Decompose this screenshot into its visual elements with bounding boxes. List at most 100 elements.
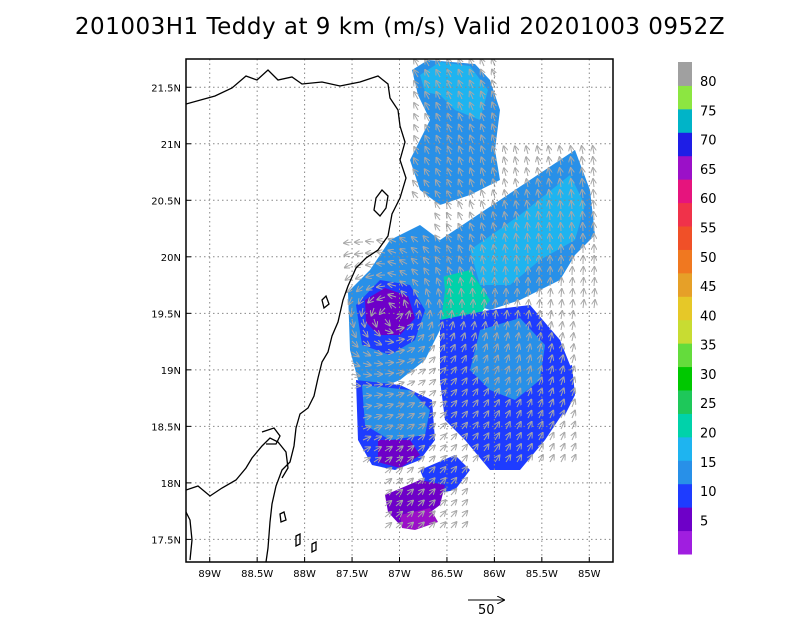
wind-vector (482, 168, 484, 177)
wind-vector (424, 247, 430, 254)
wind-vector (440, 311, 441, 320)
wind-vector (374, 318, 376, 327)
wind-vector (572, 411, 575, 419)
wind-vector (435, 246, 440, 254)
wind-vector (425, 279, 429, 287)
wind-vector (373, 352, 382, 354)
wind-vector (528, 378, 531, 386)
wind-vector (447, 92, 451, 100)
wind-vector (481, 70, 484, 78)
lon-tick-label: 88.5W (241, 569, 273, 580)
wind-vector (495, 311, 496, 320)
wind-vector (495, 411, 499, 419)
wind-vector (373, 341, 381, 345)
wind-vector (537, 146, 539, 155)
wind-vector (351, 307, 352, 316)
wind-vector (516, 234, 517, 243)
wind-vector (515, 190, 517, 199)
wind-vector (428, 511, 435, 518)
wind-vector (571, 157, 572, 166)
colorbar-segment (678, 483, 692, 508)
wind-vector (373, 416, 382, 418)
wind-vector (572, 311, 573, 320)
wind-vector (439, 368, 445, 375)
wind-vector (395, 339, 404, 341)
wind-vector (482, 245, 484, 254)
wind-vector (539, 411, 542, 419)
wind-vector (417, 500, 424, 507)
wind-vector (406, 435, 414, 440)
wind-vector (515, 168, 517, 177)
wind-vector (470, 168, 473, 177)
colorbar-label: 75 (700, 104, 717, 119)
wind-vector (538, 179, 539, 188)
wind-vector (447, 70, 451, 78)
wind-vector (362, 374, 371, 375)
wind-vector (492, 70, 495, 78)
wind-vector (481, 223, 484, 232)
latitude-tick-labels: 17.5N 18N 18.5N 19N 19.5N 20N 20.5N 21N 21.5N (151, 83, 181, 546)
wind-vector (361, 307, 363, 316)
wind-vector (461, 511, 467, 518)
wind-vector (561, 433, 564, 441)
wind-vector (362, 341, 369, 346)
wind-vector (384, 341, 393, 342)
wind-vector (400, 238, 408, 242)
wind-vector (559, 146, 561, 155)
wind-vector (413, 181, 418, 188)
wind-vector (495, 344, 498, 353)
wind-vector (473, 400, 478, 408)
wind-vector (571, 201, 572, 210)
wind-vector (506, 455, 510, 463)
wind-vector (526, 168, 528, 177)
wind-vector (437, 279, 440, 287)
wind-vector (593, 168, 594, 177)
wind-vector (451, 356, 455, 364)
wind-vector (435, 202, 440, 210)
wind-vector (506, 444, 510, 452)
wind-vector (458, 202, 462, 210)
wind-vector (459, 257, 462, 265)
wind-vector (428, 346, 434, 353)
wind-vector (470, 81, 473, 89)
wind-vector (384, 490, 391, 495)
wind-vector (362, 458, 370, 462)
colorbar-label: 65 (700, 163, 717, 178)
wind-vector (352, 329, 356, 337)
wind-vector (450, 511, 456, 518)
wind-vector (483, 267, 484, 276)
wind-vector (384, 383, 393, 385)
small-island-3 (295, 532, 301, 548)
wind-vector (458, 224, 462, 232)
wind-vector (404, 300, 407, 309)
colorbar-segment (678, 296, 692, 321)
wind-vector (424, 269, 429, 276)
wind-vector (459, 103, 462, 111)
wind-vector (470, 224, 473, 232)
wind-vector (436, 59, 440, 67)
wind-vector (582, 179, 583, 188)
wind-vector (481, 114, 484, 122)
colorbar-label: 30 (700, 368, 717, 383)
colorbar-segment (678, 179, 692, 204)
wind-vector (462, 478, 467, 485)
wind-vector (495, 356, 498, 364)
wind-vector (451, 311, 452, 320)
wind-vector (528, 389, 531, 397)
colorbar (678, 62, 692, 555)
wind-vector (506, 344, 508, 353)
wind-vector (395, 404, 403, 407)
cozumel-island (373, 189, 389, 217)
wind-vector (417, 335, 423, 342)
wind-vector (459, 235, 462, 243)
wind-vector (470, 125, 473, 133)
wind-vector (560, 223, 561, 232)
wind-vector (495, 367, 498, 375)
lat-tick-label: 20N (161, 253, 181, 264)
wind-vector (473, 356, 477, 364)
wind-vector (447, 59, 451, 67)
wind-vector (448, 169, 451, 177)
small-island-2 (279, 511, 287, 523)
wind-vector (436, 125, 440, 133)
wind-vector (470, 213, 473, 221)
